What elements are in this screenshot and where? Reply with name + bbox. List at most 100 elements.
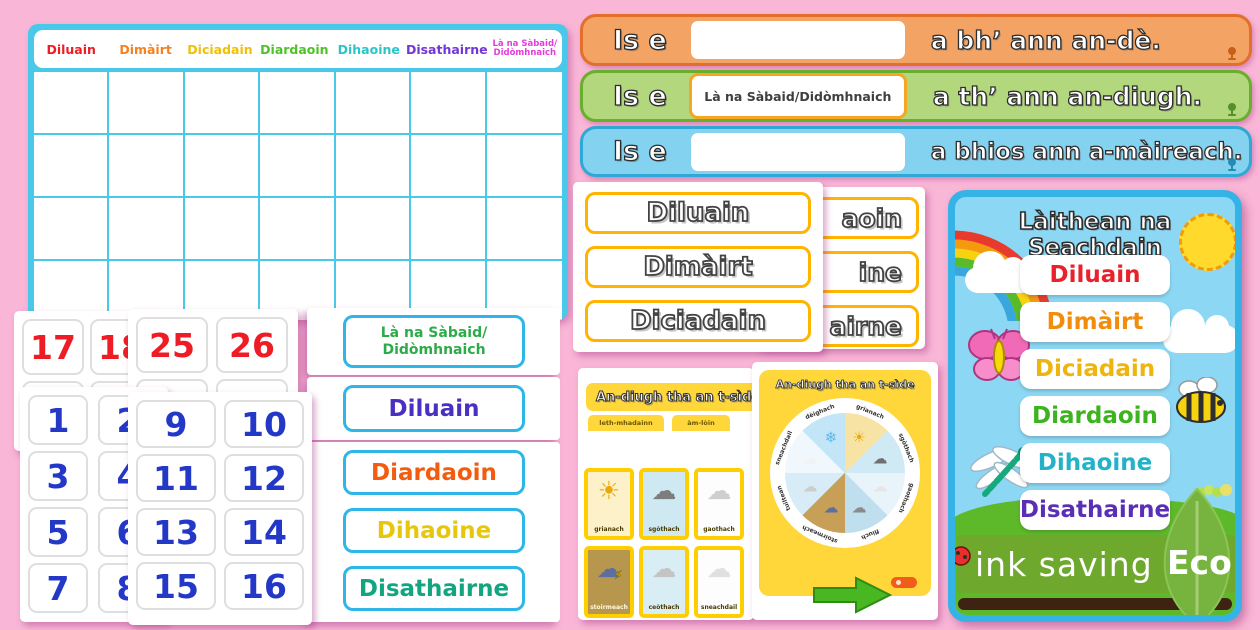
number-card: 14 xyxy=(224,508,304,556)
day-card-strip: Diardaoin Dihaoine Disathairne xyxy=(307,442,560,622)
calendar-cell xyxy=(411,198,487,261)
calendar-grid xyxy=(34,72,562,320)
sentence-strip-today: Is e Là na Sàbaid/Didòmhnaich a th’ ann … xyxy=(580,70,1252,122)
weather-chart-header: An-diugh tha an t-sìde xyxy=(586,383,754,411)
windy-cloud-icon: ☁ xyxy=(706,476,732,505)
number-card: 3 xyxy=(28,451,88,501)
sun-icon: ☀ xyxy=(597,476,621,505)
cloud-icon: ☁ xyxy=(651,476,677,505)
windy-cloud-icon: ☁ xyxy=(872,477,888,496)
weather-card-misty: ☁ ceòthach xyxy=(639,546,689,618)
sentence-strip-tomorrow: Is e a bhios ann a-màireach. xyxy=(580,126,1252,177)
calendar-cell xyxy=(34,72,110,135)
ink-saving-label: ink saving xyxy=(975,544,1153,584)
poster-title: Làithean na Seachdain xyxy=(1018,208,1172,262)
calendar-cell xyxy=(260,261,336,320)
number-card: 10 xyxy=(224,400,304,448)
calendar-cell xyxy=(34,135,110,198)
twinkl-logo-icon xyxy=(1228,103,1236,116)
sentence-strip-yesterday: Is e a bh’ ann an-dè. xyxy=(580,14,1252,66)
poster-day-card: Dimàirt xyxy=(1020,302,1170,342)
strip-prefix: Is e xyxy=(612,80,667,112)
calendar-cell xyxy=(411,72,487,135)
poster-day-card: Diluain xyxy=(1020,255,1170,295)
calendar-day-header: Diluain Dimàirt Diciadain Diardaoin Diha… xyxy=(34,30,562,68)
word-card: Diciadain xyxy=(585,300,811,342)
day-card-strip: Diluain xyxy=(307,377,560,440)
days-of-week-poster: Làithean na Seachdain xyxy=(948,190,1242,622)
strip-prefix: Is e xyxy=(612,24,667,56)
number-card: 13 xyxy=(136,508,216,556)
snowflake-icon: ❄ xyxy=(824,428,838,447)
number-card: 5 xyxy=(28,507,88,557)
weather-card-cloudy: ☁ sgòthach xyxy=(639,468,689,540)
calendar-cell xyxy=(109,261,185,320)
calendar-cell xyxy=(336,261,412,320)
calendar-cell xyxy=(335,72,412,135)
number-cards-sheet-9-16: 9 10 11 12 13 14 15 16 xyxy=(128,392,312,625)
day-card: Disathairne xyxy=(343,566,525,611)
blank-word-slot xyxy=(690,132,905,171)
calendar-cell xyxy=(411,261,487,320)
green-arrow-icon xyxy=(813,576,892,614)
calendar-day-label: Dihaoine xyxy=(337,41,400,57)
number-card: 9 xyxy=(136,400,216,448)
number-card: 16 xyxy=(224,562,304,610)
lightning-icon: ⚡ xyxy=(614,568,623,583)
calendar-cell xyxy=(486,135,562,198)
calendar-day-label: Disathairne xyxy=(405,41,488,57)
calendar-cell xyxy=(109,198,185,261)
word-card: Diluain xyxy=(585,192,811,234)
calendar-cell xyxy=(335,135,412,198)
blank-calendar: Diluain Dimàirt Diciadain Diardaoin Diha… xyxy=(28,24,568,320)
snow-cloud-icon: ☁ xyxy=(706,554,732,583)
strip-suffix: a th’ ann an-diugh. xyxy=(932,81,1203,111)
bee-icon xyxy=(1176,377,1226,423)
poster-day-card: Diciadain xyxy=(1020,349,1170,389)
weather-wheel-title: An-diugh tha an t-sìde xyxy=(775,378,915,392)
day-card: Diluain xyxy=(343,385,525,432)
poster-day-card: Diardaoin xyxy=(1020,396,1170,436)
mist-cloud-icon: ☁ xyxy=(802,477,818,496)
day-card: Là na Sàbaid/ Didòmhnaich xyxy=(343,315,525,368)
weather-wheel: ☀ ☁ ☁ ☁ ☁ ☁ ☁ ❄ grianach sgòthach gaotha… xyxy=(770,398,920,548)
weather-card-windy: ☁ gaothach xyxy=(694,468,744,540)
number-card: 25 xyxy=(136,317,208,373)
calendar-cell xyxy=(411,135,487,198)
caterpillar-icon xyxy=(1196,484,1232,497)
weather-chart: An-diugh tha an t-sìde leth-mhadainn àm-… xyxy=(578,368,754,620)
day-card: Diardaoin xyxy=(343,450,525,495)
strip-suffix: a bh’ ann an-dè. xyxy=(930,25,1161,55)
number-card: 15 xyxy=(136,562,216,610)
rain-cloud-icon: ☁ xyxy=(851,498,867,517)
twinkl-logo-icon xyxy=(1228,47,1236,60)
number-card: 26 xyxy=(216,317,288,373)
day-card: Dihaoine xyxy=(343,508,525,553)
strip-prefix: Is e xyxy=(612,135,667,167)
calendar-cell xyxy=(34,261,110,320)
weather-wheel-sheet: An-diugh tha an t-sìde ☀ ☁ ☁ ☁ ☁ ☁ ☁ ❄ g… xyxy=(752,362,938,620)
calendar-cell xyxy=(260,135,336,198)
calendar-cell xyxy=(335,198,412,261)
weather-card-sunny: ☀ grianach xyxy=(584,468,634,540)
dragonfly-icon xyxy=(970,445,1034,497)
calendar-day-label: Dimàirt xyxy=(119,41,172,57)
eco-leaf-icon xyxy=(1163,487,1231,615)
calendar-cell xyxy=(486,198,562,261)
sun-icon xyxy=(1179,213,1235,271)
storm-cloud-icon: ☁ xyxy=(823,498,839,517)
weather-chart-tab-morning: leth-mhadainn xyxy=(588,415,664,431)
weather-card-snowy: ☁ sneachdail xyxy=(694,546,744,618)
number-card: 12 xyxy=(224,454,304,502)
word-card: Dimàirt xyxy=(585,246,811,288)
twinkl-logo-icon xyxy=(1228,158,1236,171)
weather-wheel-card: An-diugh tha an t-sìde ☀ ☁ ☁ ☁ ☁ ☁ ☁ ❄ g… xyxy=(759,370,931,596)
poster-day-card: Dihaoine xyxy=(1020,443,1170,483)
number-card: 1 xyxy=(28,395,88,445)
weather-card-stormy: ☁ ⚡ stoirmeach xyxy=(584,546,634,618)
calendar-cell xyxy=(184,198,261,261)
snow-cloud-icon: ☁ xyxy=(802,449,818,468)
day-word-card: Là na Sàbaid/Didòmhnaich xyxy=(688,73,907,119)
number-card: 17 xyxy=(22,319,84,375)
